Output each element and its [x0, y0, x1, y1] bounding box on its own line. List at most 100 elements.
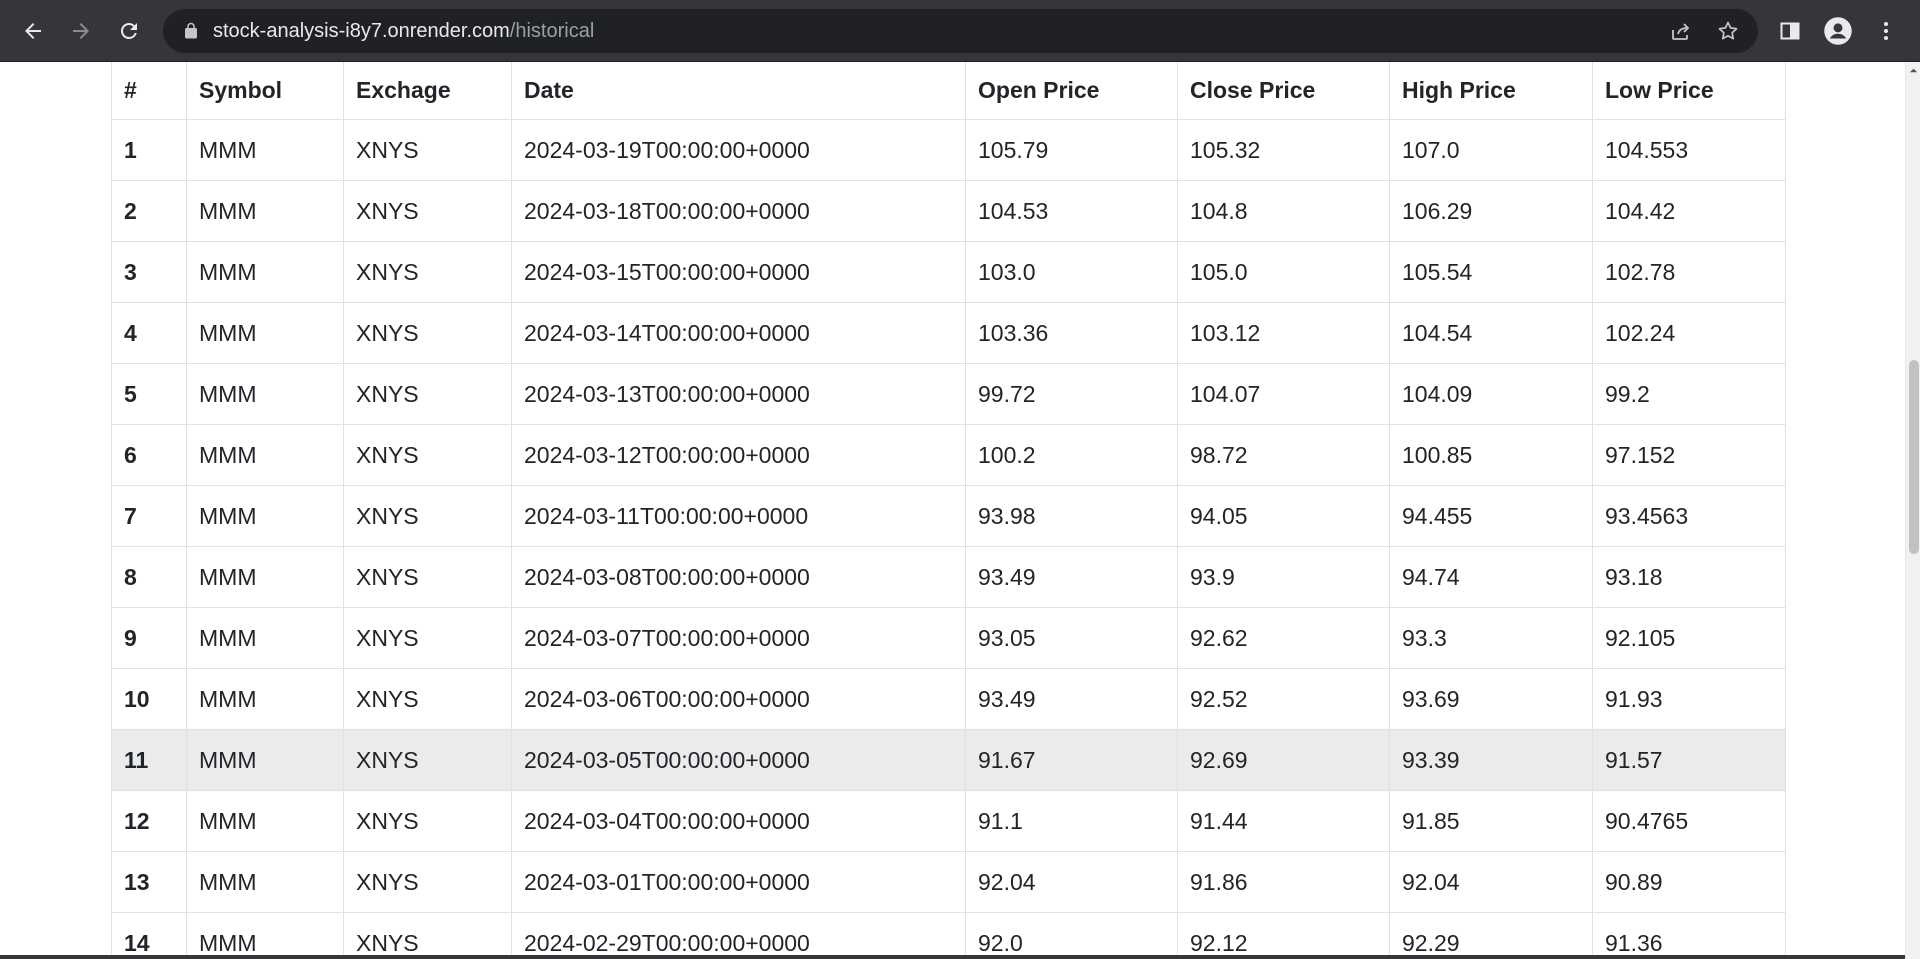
profile-button[interactable]	[1818, 11, 1858, 51]
arrow-right-icon	[73, 23, 89, 39]
cell-symbol: MMM	[186, 851, 344, 913]
cell-high-price: 104.54	[1389, 302, 1593, 364]
cell-symbol: MMM	[186, 302, 344, 364]
side-panel-button[interactable]	[1770, 11, 1810, 51]
table-row[interactable]: 2 MMM XNYS 2024-03-18T00:00:00+0000 104.53 10…	[111, 180, 1786, 242]
back-button[interactable]	[13, 11, 53, 51]
cell-close-price: 92.62	[1177, 607, 1390, 669]
cell-high-price: 106.29	[1389, 180, 1593, 242]
cell-low-price: 93.4563	[1592, 485, 1786, 547]
cell-low-price: 104.42	[1592, 180, 1786, 242]
cell-index: 5	[111, 363, 187, 425]
cell-low-price: 91.57	[1592, 729, 1786, 791]
cell-date: 2024-03-04T00:00:00+0000	[511, 790, 966, 852]
cell-high-price: 91.85	[1389, 790, 1593, 852]
cell-close-price: 105.32	[1177, 119, 1390, 181]
cell-index: 12	[111, 790, 187, 852]
cell-index: 8	[111, 546, 187, 608]
url-path: /historical	[509, 20, 595, 42]
table-row[interactable]: 5 MMM XNYS 2024-03-13T00:00:00+0000 99.72 104…	[111, 363, 1786, 425]
cell-open-price: 100.2	[965, 424, 1178, 486]
cell-close-price: 92.69	[1177, 729, 1390, 791]
cell-symbol: MMM	[186, 607, 344, 669]
vertical-scrollbar[interactable]	[1905, 62, 1920, 959]
forward-button[interactable]	[61, 11, 101, 51]
table-row[interactable]: 11 MMM XNYS 2024-03-05T00:00:00+0000 91.67 92…	[111, 729, 1786, 791]
cell-date: 2024-03-13T00:00:00+0000	[511, 363, 966, 425]
window-bottom-edge	[0, 955, 1905, 959]
table-body: 1 MMM XNYS 2024-03-19T00:00:00+0000 105.79 10…	[111, 119, 1786, 959]
star-icon	[1718, 21, 1738, 40]
cell-close-price: 104.8	[1177, 180, 1390, 242]
kebab-menu-icon	[1884, 22, 1888, 40]
header-symbol[interactable]: Symbol	[186, 62, 344, 120]
url-text[interactable]: stock-analysis-i8y7.onrender.com/histori…	[213, 9, 594, 53]
table-row[interactable]: 12 MMM XNYS 2024-03-04T00:00:00+0000 91.1 91.…	[111, 790, 1786, 852]
cell-high-price: 92.29	[1389, 912, 1593, 959]
reload-button[interactable]	[109, 11, 149, 51]
table-row[interactable]: 7 MMM XNYS 2024-03-11T00:00:00+0000 93.98 94.…	[111, 485, 1786, 547]
cell-date: 2024-03-07T00:00:00+0000	[511, 607, 966, 669]
cell-low-price: 90.4765	[1592, 790, 1786, 852]
table-row[interactable]: 13 MMM XNYS 2024-03-01T00:00:00+0000 92.04 91…	[111, 851, 1786, 913]
header-low-price[interactable]: Low Price	[1592, 62, 1786, 120]
table-row[interactable]: 1 MMM XNYS 2024-03-19T00:00:00+0000 105.79 10…	[111, 119, 1786, 181]
table-row[interactable]: 6 MMM XNYS 2024-03-12T00:00:00+0000 100.2 98.…	[111, 424, 1786, 486]
header-exchange[interactable]: Exchage	[343, 62, 512, 120]
header-open-price[interactable]: Open Price	[965, 62, 1178, 120]
table-row[interactable]: 10 MMM XNYS 2024-03-06T00:00:00+0000 93.49 92…	[111, 668, 1786, 730]
cell-low-price: 102.24	[1592, 302, 1786, 364]
cell-symbol: MMM	[186, 485, 344, 547]
cell-low-price: 93.18	[1592, 546, 1786, 608]
cell-index: 14	[111, 912, 187, 959]
cell-high-price: 94.74	[1389, 546, 1593, 608]
cell-date: 2024-03-14T00:00:00+0000	[511, 302, 966, 364]
table-row[interactable]: 14 MMM XNYS 2024-02-29T00:00:00+0000 92.0 92.…	[111, 912, 1786, 959]
header-high-price[interactable]: High Price	[1389, 62, 1593, 120]
cell-high-price: 105.54	[1389, 241, 1593, 303]
cell-open-price: 91.1	[965, 790, 1178, 852]
cell-open-price: 93.98	[965, 485, 1178, 547]
cell-low-price: 91.93	[1592, 668, 1786, 730]
cell-date: 2024-03-18T00:00:00+0000	[511, 180, 966, 242]
profile-icon	[1824, 17, 1852, 45]
cell-close-price: 92.52	[1177, 668, 1390, 730]
scrollbar-thumb[interactable]	[1909, 360, 1919, 554]
cell-date: 2024-03-06T00:00:00+0000	[511, 668, 966, 730]
cell-date: 2024-03-19T00:00:00+0000	[511, 119, 966, 181]
cell-close-price: 91.44	[1177, 790, 1390, 852]
cell-exchange: XNYS	[343, 485, 512, 547]
cell-exchange: XNYS	[343, 424, 512, 486]
cell-exchange: XNYS	[343, 912, 512, 959]
address-bar[interactable]: stock-analysis-i8y7.onrender.com/histori…	[163, 9, 1758, 53]
page-viewport: # Symbol Exchage Date Open Price Close P…	[0, 62, 1905, 959]
cell-open-price: 91.67	[965, 729, 1178, 791]
cell-exchange: XNYS	[343, 851, 512, 913]
lock-icon[interactable]	[181, 21, 201, 41]
table-row[interactable]: 4 MMM XNYS 2024-03-14T00:00:00+0000 103.36 10…	[111, 302, 1786, 364]
cell-symbol: MMM	[186, 241, 344, 303]
table-row[interactable]: 3 MMM XNYS 2024-03-15T00:00:00+0000 103.0 105…	[111, 241, 1786, 303]
bookmark-button[interactable]	[1713, 16, 1743, 46]
share-button[interactable]	[1666, 16, 1696, 46]
cell-symbol: MMM	[186, 790, 344, 852]
cell-exchange: XNYS	[343, 668, 512, 730]
cell-symbol: MMM	[186, 912, 344, 959]
header-close-price[interactable]: Close Price	[1177, 62, 1390, 120]
cell-close-price: 94.05	[1177, 485, 1390, 547]
cell-high-price: 94.455	[1389, 485, 1593, 547]
scroll-up-arrow-icon[interactable]	[1906, 62, 1920, 79]
cell-open-price: 93.49	[965, 546, 1178, 608]
table-row[interactable]: 9 MMM XNYS 2024-03-07T00:00:00+0000 93.05 92.…	[111, 607, 1786, 669]
browser-menu-button[interactable]	[1866, 11, 1906, 51]
cell-index: 10	[111, 668, 187, 730]
cell-symbol: MMM	[186, 180, 344, 242]
table-row[interactable]: 8 MMM XNYS 2024-03-08T00:00:00+0000 93.49 93.…	[111, 546, 1786, 608]
cell-close-price: 93.9	[1177, 546, 1390, 608]
header-date[interactable]: Date	[511, 62, 966, 120]
cell-date: 2024-02-29T00:00:00+0000	[511, 912, 966, 959]
cell-exchange: XNYS	[343, 607, 512, 669]
cell-high-price: 107.0	[1389, 119, 1593, 181]
header-index[interactable]: #	[111, 62, 187, 120]
cell-date: 2024-03-08T00:00:00+0000	[511, 546, 966, 608]
